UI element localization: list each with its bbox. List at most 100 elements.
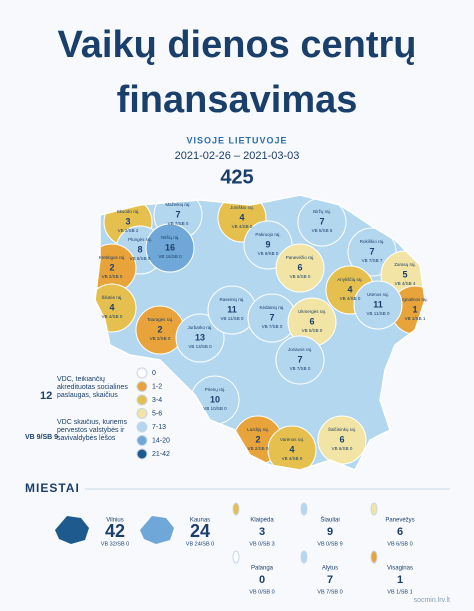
district-value: 6 [297, 262, 302, 272]
district-labels: Skuodo raj. 3 VB 2/SB 2 Mažeikių raj. 7 VB 7/… [99, 202, 428, 461]
legend-label: 1-2 [152, 383, 162, 390]
city-shape [370, 550, 378, 564]
legend-swatch [136, 421, 148, 433]
district-name: Mažeikių raj. [165, 202, 190, 207]
legend-label: 21-42 [152, 451, 170, 458]
district-value: 2 [109, 262, 114, 272]
period: 2021-02-26 – 2021-03-03 [175, 150, 300, 162]
district-value: 1 [412, 304, 417, 314]
district-name: Utenos raj. [367, 292, 389, 297]
district-value: 4 [347, 284, 352, 294]
map-outline [94, 194, 426, 471]
cities-title: MIESTAI [25, 481, 80, 495]
district-name: Raseinių raj. [219, 297, 244, 302]
city-value: 9 [327, 526, 333, 538]
legend-swatch [136, 381, 148, 392]
district-funding: VB 6/SB 0 [332, 446, 353, 451]
district-value: 5 [402, 269, 407, 279]
district-name: Lazdijų raj. [247, 427, 269, 432]
city-shape [55, 516, 89, 544]
city-funding: VB 0/SB 9 [317, 541, 342, 547]
district-name: Skuodo raj. [117, 209, 140, 214]
district-funding: VB 11/SB 0 [367, 311, 390, 316]
city-funding: VB 0/SB 3 [249, 541, 274, 547]
city-name: Klaipėda [250, 518, 274, 524]
city-name: Visaginas [387, 566, 413, 572]
district-name: Kėdainių raj. [259, 305, 284, 310]
district-name: Panevėžio raj. [286, 255, 315, 260]
city-name: Palanga [251, 566, 274, 572]
legend-swatch [136, 435, 148, 446]
total: 425 [220, 166, 253, 188]
district-value: 13 [195, 332, 205, 342]
city-shape [232, 550, 240, 564]
district-funding: VB 7/SB 0 [168, 221, 189, 226]
district-funding: VB 7/SB 7 [362, 258, 383, 263]
legend-swatch [136, 367, 148, 379]
city-name: Vilnius [106, 518, 124, 524]
district-value: 10 [210, 394, 220, 404]
district-value: 7 [369, 246, 374, 256]
city-name: Alytus [322, 566, 338, 572]
city-shape [370, 502, 378, 516]
district-name: Ignalinos raj. [402, 297, 428, 302]
district-value: 7 [175, 209, 180, 219]
district-value: 16 [165, 242, 175, 252]
district-area [275, 335, 325, 385]
legend-example-funding-text: VDC skaičius, kuriems pervestos valstybė… [57, 419, 128, 442]
district-name: Telšių raj. [160, 235, 179, 240]
legend-example-text: VDC, teikiančių akredituotas socialines … [57, 376, 128, 399]
footer: socmin.lrv.lt [414, 597, 450, 604]
district-value: 4 [239, 212, 244, 222]
district-funding: VB 9/SB 0 [258, 251, 279, 256]
district-funding: VB 4/SB 0 [340, 296, 361, 301]
legend-label: 14-20 [152, 437, 170, 444]
district-name: Biržų raj. [313, 209, 331, 214]
city-funding: VB 24/SB 0 [186, 541, 214, 547]
city-funding: VB 7/SB 0 [317, 589, 342, 595]
legend: 12 VDC, teikiančių akredituotas socialin… [25, 367, 170, 460]
legend-swatch [136, 408, 148, 419]
district-value: 6 [339, 434, 344, 444]
district-value: 11 [227, 304, 237, 314]
city-value: 24 [190, 521, 210, 541]
city-name: Panevėžys [385, 518, 414, 524]
district-funding: VB 4/SB 4 [395, 281, 416, 286]
district-funding: VB 11/SB 0 [221, 316, 244, 321]
district-area [275, 243, 325, 293]
legend-label: 5-6 [152, 410, 162, 417]
district-funding: VB 6/SB 0 [302, 328, 323, 333]
district-area [353, 280, 403, 330]
city-value: 7 [327, 574, 333, 586]
city-value: 6 [397, 526, 403, 538]
district-name: Rokiškio raj. [360, 239, 385, 244]
district-funding: VB 2/SB 0 [150, 336, 171, 341]
city-value: 3 [259, 526, 265, 538]
legend-example-funding: VB 9/SB 9 [25, 434, 58, 441]
district-value: 6 [309, 316, 314, 326]
district-area [145, 223, 195, 273]
district-value: 7 [269, 312, 274, 322]
district-area [175, 313, 225, 363]
title: finansavimas [117, 79, 358, 121]
district-funding: VB 1/SB 1 [405, 316, 426, 321]
district-value: 4 [109, 302, 114, 312]
city-name: Šiauliai [320, 517, 339, 524]
district-funding: VB 7/SB 0 [262, 324, 283, 329]
district-funding: VB 2/SB 2 [118, 228, 139, 233]
legend-example-value: 12 [40, 390, 52, 402]
district-value: 11 [373, 299, 383, 309]
legend-example-funding-text: VDC skaičius, kuriems pervestos valstybė… [57, 419, 128, 442]
district-name: Joniškio raj. [230, 205, 254, 210]
district-name: Varėnos raj. [280, 437, 304, 442]
district-name: Anykščių raj. [337, 277, 363, 282]
city-shape [300, 550, 308, 564]
district-funding: VB 8/SB 0 [130, 256, 151, 261]
city-funding: VB 32/SB 0 [101, 541, 129, 547]
district-value: 3 [125, 216, 130, 226]
district-value: 2 [255, 434, 260, 444]
district-value: 2 [157, 324, 162, 334]
legend-label: 0 [152, 370, 156, 377]
district-value: 8 [137, 244, 142, 254]
district-funding: VB 5/SB 5 [312, 228, 333, 233]
